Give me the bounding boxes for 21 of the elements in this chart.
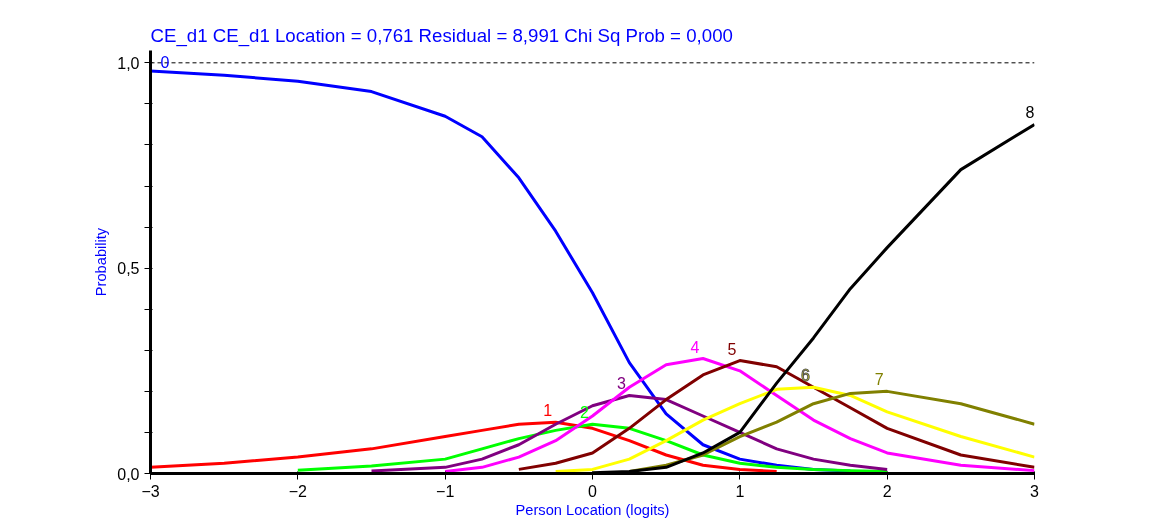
x-tick-label: −2 [288, 482, 308, 500]
series-label: 6 [801, 367, 811, 385]
x-tick-label: −1 [436, 482, 455, 500]
series-label: 5 [727, 340, 737, 358]
y-tick-label: 0,0 [117, 465, 140, 483]
series-label: 8 [1025, 104, 1035, 122]
y-axis-title: Probability [93, 227, 110, 297]
chart-title: CE_d1 CE_d1 Location = 0,761 Residual = 8,991 Chi Sq Prob = 0,000 [150, 24, 733, 47]
x-tick-label: 3 [1030, 482, 1040, 500]
x-axis-title: Person Location (logits) [515, 501, 670, 518]
x-tick-label: 2 [882, 482, 892, 500]
series-label: 4 [690, 338, 700, 356]
x-tick-label: −3 [141, 482, 160, 500]
series-label: 0 [160, 54, 170, 72]
y-tick-label: 1,0 [117, 54, 140, 72]
x-tick-label: 1 [735, 482, 745, 500]
y-tick-label: 0,5 [117, 260, 140, 278]
series-label: 1 [543, 402, 553, 420]
x-tick-label: 0 [588, 482, 598, 500]
series-label: 3 [616, 375, 626, 393]
series-label: 7 [874, 371, 884, 389]
